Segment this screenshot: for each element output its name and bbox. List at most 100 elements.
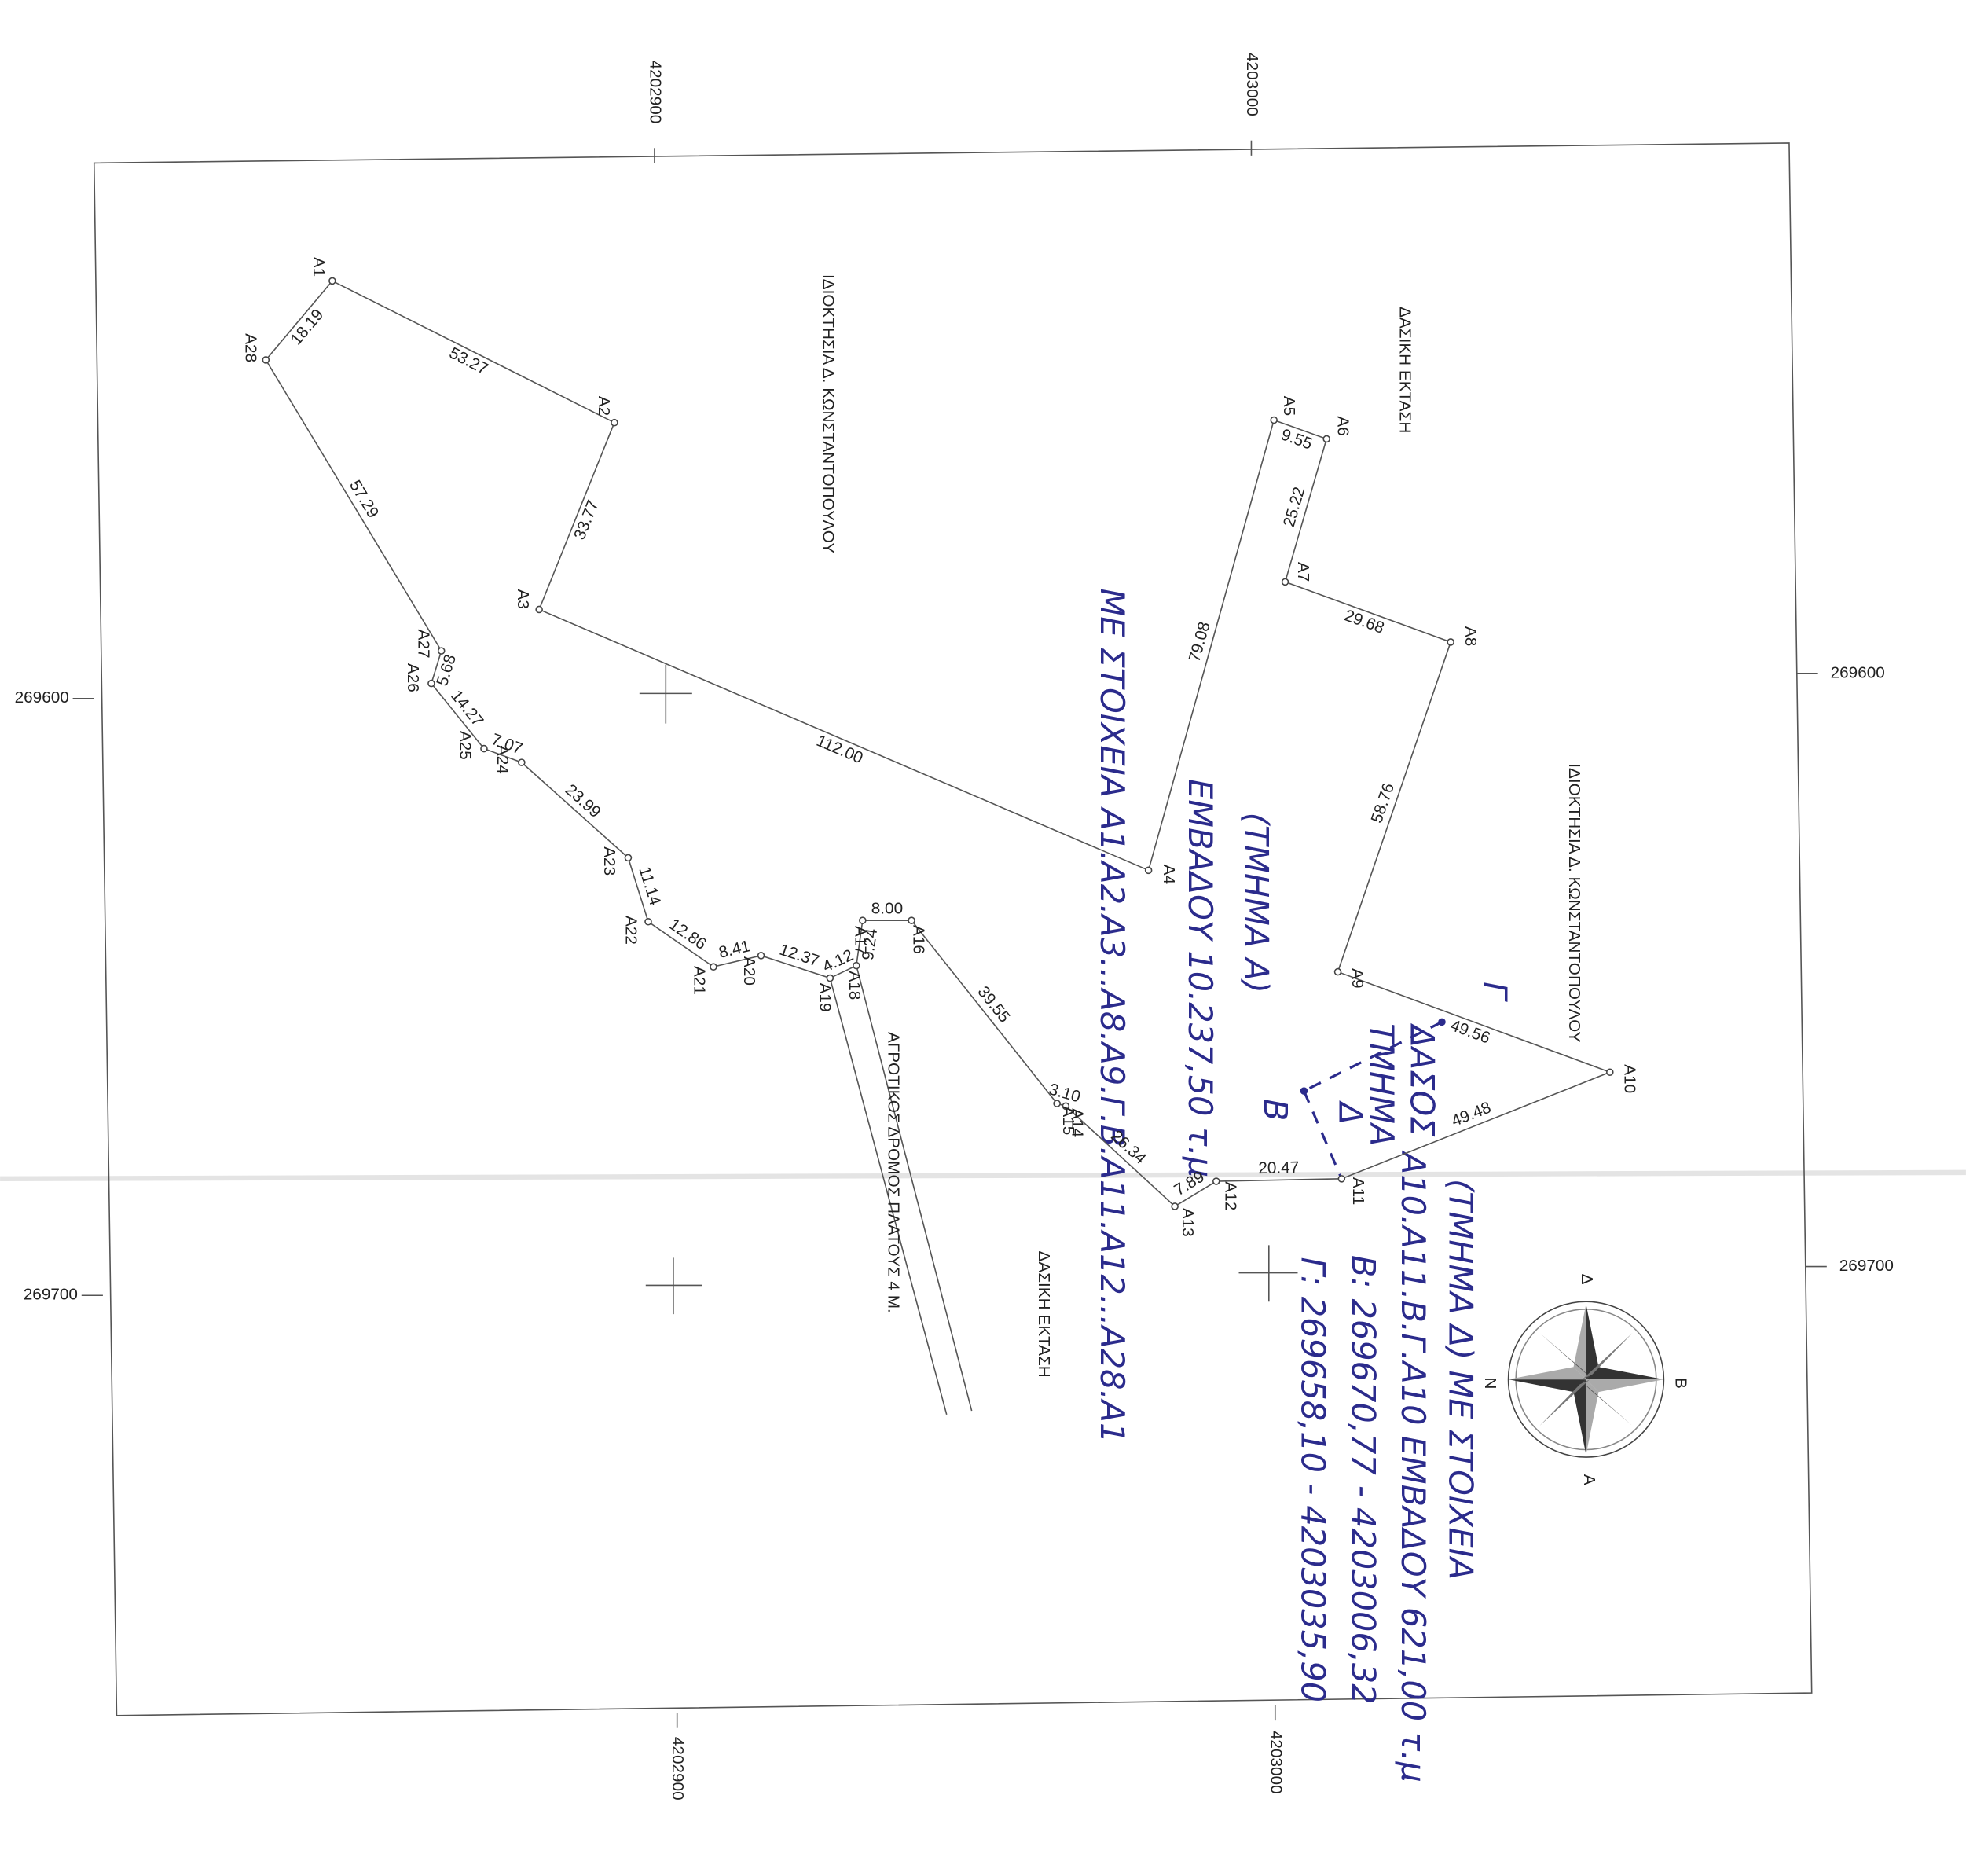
vertex bbox=[1062, 1102, 1070, 1111]
vertex bbox=[1212, 1177, 1220, 1185]
frame bbox=[93, 142, 1813, 1716]
point-b bbox=[1300, 1087, 1308, 1095]
vertex-label: A26 bbox=[404, 663, 422, 692]
vertex-label: A2 bbox=[595, 396, 613, 416]
grid-label: 269600 bbox=[1831, 663, 1885, 681]
grid-label: 269700 bbox=[24, 1286, 78, 1304]
vertex bbox=[535, 605, 543, 614]
neighbour-label: ΔΑΣΙΚΗ ΕΚΤΑΣΗ bbox=[1396, 307, 1414, 433]
vertex-label: A22 bbox=[622, 916, 640, 945]
note: ΤΜΗΜΑ bbox=[1363, 1023, 1401, 1146]
distance-label: 20.47 bbox=[1258, 1158, 1299, 1177]
vertex bbox=[1606, 1068, 1614, 1077]
vertex-label: A10 bbox=[1620, 1064, 1638, 1093]
distance-label: 9.24 bbox=[859, 927, 881, 961]
vertex bbox=[859, 916, 867, 924]
vertex bbox=[710, 963, 717, 971]
compass-label: Δ bbox=[1578, 1274, 1596, 1285]
vertex bbox=[826, 974, 834, 982]
vertex bbox=[480, 744, 488, 753]
neighbour-label: ΔΑΣΙΚΗ ΕΚΤΑΣΗ bbox=[1035, 1251, 1053, 1378]
vertex-label: A23 bbox=[600, 846, 618, 876]
grid-label: 269700 bbox=[1839, 1257, 1894, 1275]
vertex bbox=[262, 356, 270, 364]
note: ΜΕ ΣΤΟΙΧΕΙΑ Α1.Α2.Α3...Α8.Α9.Γ.Β.Α11.Α12… bbox=[1093, 588, 1132, 1443]
vertex bbox=[1144, 866, 1153, 875]
compass-label: Ν bbox=[1481, 1377, 1499, 1389]
vertex bbox=[427, 679, 435, 688]
vertex-label: A1 bbox=[310, 257, 328, 277]
grid-ticks bbox=[72, 140, 1827, 1728]
note: (ΤΜΗΜΑ Α) bbox=[1238, 813, 1276, 993]
grid-label: 4202900 bbox=[646, 61, 664, 124]
compass-label: Α bbox=[1580, 1474, 1598, 1485]
road bbox=[829, 965, 973, 1415]
vertex-label: A3 bbox=[514, 589, 532, 609]
vertex bbox=[1322, 435, 1330, 443]
note: ΕΜΒΑΔΟΥ 10.237,50 τ.μ bbox=[1181, 779, 1220, 1177]
vertex bbox=[1281, 578, 1289, 586]
vertex-label: A8 bbox=[1462, 626, 1480, 646]
vertex bbox=[518, 758, 526, 766]
vertex bbox=[1337, 1175, 1346, 1183]
vertex bbox=[908, 916, 915, 924]
vertex-label: A15 bbox=[1059, 1106, 1077, 1135]
vertex bbox=[1447, 638, 1454, 646]
vertex-label: A28 bbox=[241, 333, 259, 362]
vertex bbox=[1270, 416, 1278, 424]
compass-label: Β bbox=[1672, 1378, 1690, 1389]
road-label: ΑΓΡΟΤΙΚΟΣ ΔΡΟΜΟΣ ΠΛΑΤΟΥΣ 4 Μ. bbox=[885, 1032, 903, 1313]
vertex bbox=[1053, 1100, 1061, 1107]
vertex bbox=[437, 647, 446, 655]
vertex-label: A19 bbox=[816, 983, 834, 1012]
point-g bbox=[1438, 1018, 1446, 1026]
vertex-label: A13 bbox=[1179, 1208, 1197, 1237]
vertex bbox=[644, 917, 652, 926]
note: Β: 269670,77 - 4203006,32 bbox=[1344, 1255, 1382, 1705]
note: Γ bbox=[1476, 982, 1514, 1002]
vertex bbox=[611, 418, 618, 427]
vertex-label: A20 bbox=[740, 956, 758, 986]
grid-label: 4203000 bbox=[1267, 1731, 1285, 1794]
vertex-label: A17 bbox=[852, 926, 870, 955]
vertex bbox=[757, 952, 765, 960]
note: Γ: 269658,10 - 4203035,90 bbox=[1293, 1257, 1332, 1702]
grid-label: 269600 bbox=[15, 688, 69, 707]
note: Α10.Α11.Β.Γ.Α10 ΕΜΒΑΔΟΥ 621,00 τ.μ bbox=[1394, 1150, 1432, 1782]
neighbour-label: ΙΔΙΟΚΤΗΣΙΑ Δ. ΚΩΝΣΤΑΝΤΟΠΟΥΛΟΥ bbox=[1565, 763, 1583, 1042]
vertex-label: A25 bbox=[456, 731, 474, 760]
note: (ΤΜΗΜΑ Δ) ΜΕ ΣΤΟΙΧΕΙΑ bbox=[1442, 1179, 1480, 1580]
vertex-label: A27 bbox=[414, 630, 432, 659]
note: Δ bbox=[1331, 1100, 1370, 1125]
vertex-label: A6 bbox=[1333, 416, 1352, 435]
vertex-label: A11 bbox=[1349, 1177, 1367, 1205]
part-d-boundary bbox=[1303, 1020, 1443, 1180]
vertex-label: A5 bbox=[1280, 396, 1298, 416]
vertex bbox=[328, 277, 336, 285]
vertex-label: A24 bbox=[493, 745, 512, 774]
vertex-label: A12 bbox=[1222, 1181, 1240, 1210]
grid-label: 4202900 bbox=[669, 1737, 687, 1801]
distance-label: 8.00 bbox=[871, 899, 903, 917]
vertex-label: A14 bbox=[1069, 1108, 1087, 1137]
vertex bbox=[1171, 1202, 1179, 1210]
vertex-label: A9 bbox=[1348, 968, 1366, 988]
vertex-label: A21 bbox=[691, 966, 709, 995]
vertex bbox=[853, 961, 860, 970]
vertex bbox=[624, 854, 633, 862]
vertex-label: A16 bbox=[909, 925, 927, 954]
vertex-label: A7 bbox=[1294, 562, 1312, 582]
neighbour-label: ΙΔΙΟΚΤΗΣΙΑ Δ. ΚΩΝΣΤΑΝΤΟΠΟΥΛΟΥ bbox=[820, 274, 838, 553]
paper-fold bbox=[0, 1169, 1966, 1182]
note: Β bbox=[1256, 1099, 1295, 1121]
vertex-label: A4 bbox=[1160, 865, 1178, 884]
compass bbox=[1507, 1301, 1665, 1458]
vertex-label: A18 bbox=[845, 971, 864, 1000]
vertex bbox=[1333, 967, 1342, 976]
grid-label: 4203000 bbox=[1243, 53, 1261, 116]
note: ΔΑΣΟΣ bbox=[1403, 1023, 1441, 1138]
